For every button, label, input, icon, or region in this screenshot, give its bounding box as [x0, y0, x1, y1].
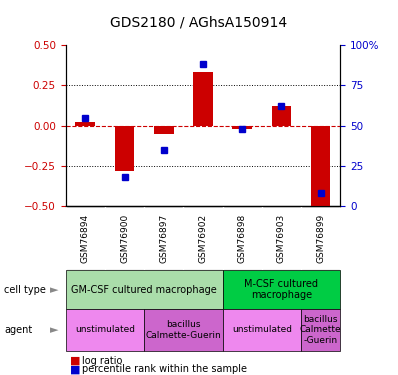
Text: cell type: cell type [4, 285, 46, 295]
Text: log ratio: log ratio [82, 356, 122, 366]
Text: M-CSF cultured
macrophage: M-CSF cultured macrophage [244, 279, 318, 300]
Bar [66, 270, 222, 309]
Text: GSM76899: GSM76899 [316, 213, 325, 263]
Bar [301, 309, 340, 351]
Bar [311, 126, 330, 210]
Bar [193, 72, 213, 126]
Text: agent: agent [4, 325, 32, 335]
Bar [115, 126, 135, 171]
Bar [154, 126, 174, 134]
Bar [222, 309, 301, 351]
Text: ■: ■ [70, 356, 80, 366]
Bar [144, 309, 222, 351]
Text: bacillus
Calmette-Guerin: bacillus Calmette-Guerin [146, 320, 221, 340]
Bar [76, 122, 95, 126]
Text: ■: ■ [70, 364, 80, 374]
Text: GSM76902: GSM76902 [199, 214, 207, 262]
Bar [232, 126, 252, 129]
Bar [222, 270, 340, 309]
Text: GSM76900: GSM76900 [120, 213, 129, 263]
Bar [271, 106, 291, 126]
Text: percentile rank within the sample: percentile rank within the sample [82, 364, 247, 374]
Text: GDS2180 / AGhsA150914: GDS2180 / AGhsA150914 [110, 15, 288, 30]
Text: bacillus
Calmette
-Guerin: bacillus Calmette -Guerin [300, 315, 341, 345]
Text: GSM76897: GSM76897 [159, 213, 168, 263]
Text: GM-CSF cultured macrophage: GM-CSF cultured macrophage [71, 285, 217, 295]
Text: GSM76894: GSM76894 [81, 214, 90, 262]
Text: unstimulated: unstimulated [75, 326, 135, 334]
Text: GSM76898: GSM76898 [238, 213, 247, 263]
Text: GSM76903: GSM76903 [277, 213, 286, 263]
Text: ►: ► [49, 285, 58, 295]
Text: unstimulated: unstimulated [232, 326, 292, 334]
Text: ►: ► [49, 325, 58, 335]
Bar [66, 309, 144, 351]
